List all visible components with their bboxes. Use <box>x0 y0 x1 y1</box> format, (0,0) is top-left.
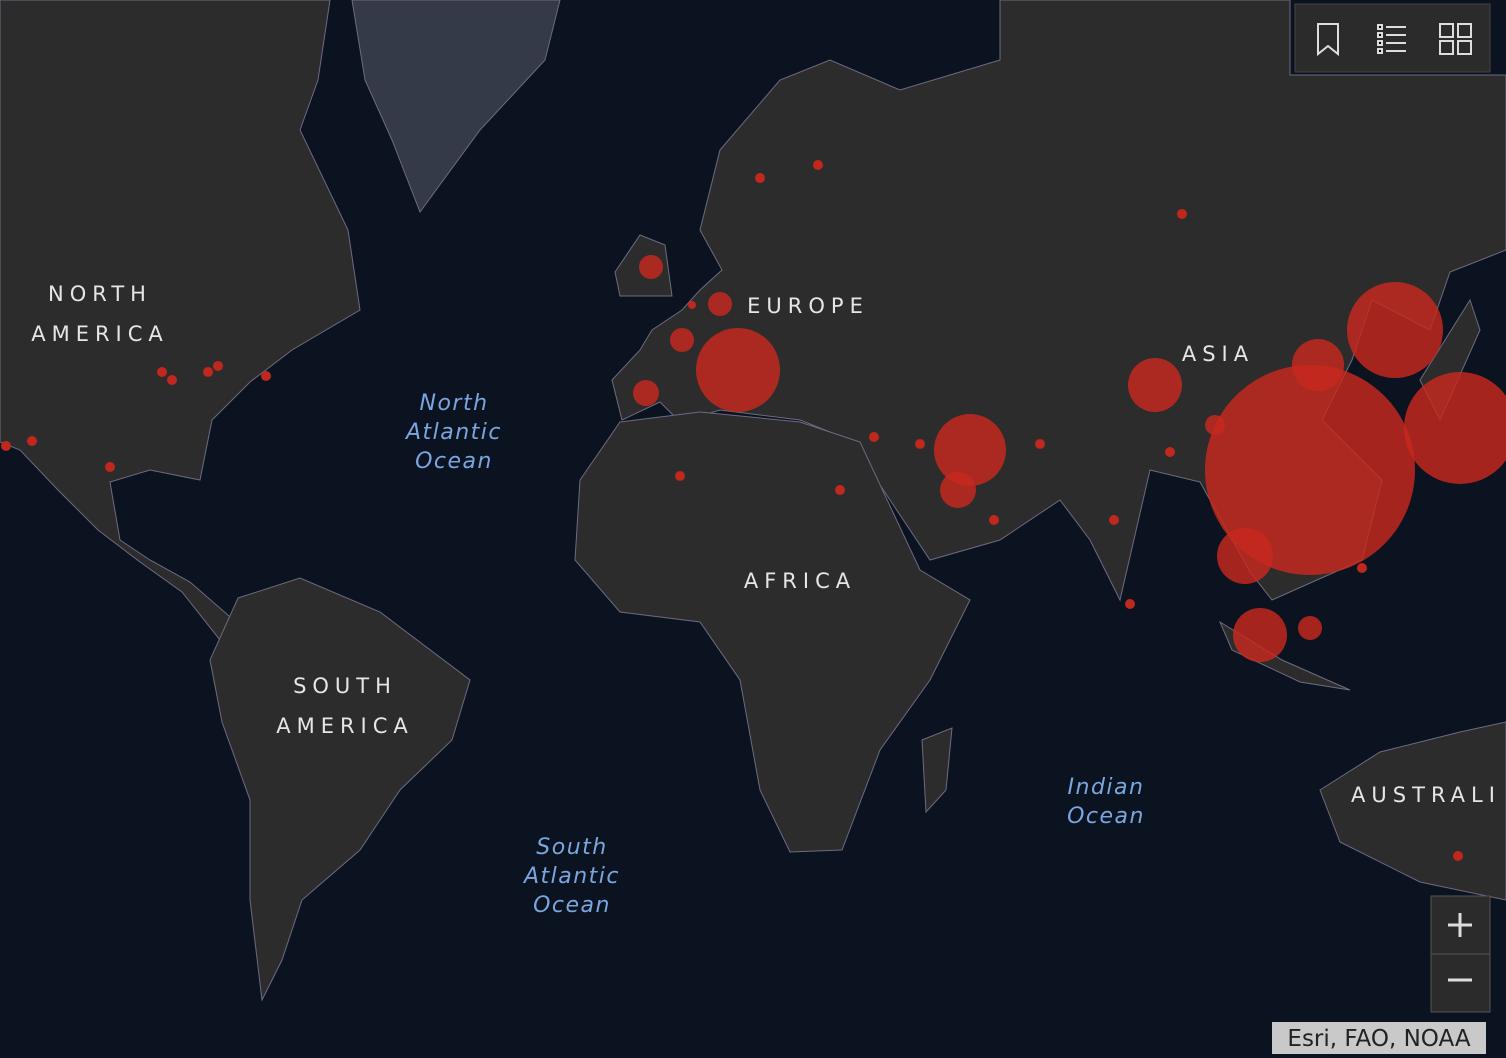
ocean-label: South <box>536 835 607 860</box>
case-circle <box>1205 365 1415 575</box>
ocean-label: Indian <box>1068 775 1145 800</box>
bookmark-button[interactable] <box>1317 23 1339 57</box>
continent-label: AFRICA <box>744 569 856 593</box>
case-circle <box>670 328 694 352</box>
attribution: Esri, FAO, NOAA <box>1287 1026 1470 1052</box>
case-circle <box>1292 339 1344 391</box>
case-circle <box>639 255 663 279</box>
continent-label: NORTH <box>48 282 152 306</box>
zoom-control <box>1430 895 1491 1013</box>
toolbar <box>1294 3 1491 73</box>
continent-label: ASIA <box>1182 342 1254 366</box>
case-circle <box>708 292 732 316</box>
legend-button[interactable] <box>1377 24 1406 54</box>
ocean-label: North <box>419 391 488 416</box>
ocean-label: Ocean <box>533 893 611 918</box>
africa <box>574 411 971 853</box>
case-circles <box>1 160 1506 861</box>
case-circle <box>940 472 976 508</box>
ocean-label: Ocean <box>415 449 493 474</box>
ocean-labels: North Atlantic Ocean South Atlantic Ocean Indi… <box>404 391 1145 918</box>
case-circle <box>1128 358 1182 412</box>
case-circle <box>633 380 659 406</box>
case-circle <box>1347 282 1443 378</box>
continent-label: AMERICA <box>276 714 414 738</box>
north-america <box>0 0 361 641</box>
case-circle <box>934 414 1006 486</box>
continent-label: AMERICA <box>31 322 169 346</box>
greenland <box>351 0 561 214</box>
basemap-button[interactable] <box>1439 23 1472 55</box>
case-circle <box>1298 616 1322 640</box>
continent-label: AUSTRALI <box>1351 783 1501 807</box>
attribution-box <box>1272 1022 1486 1054</box>
continent-labels: NORTH AMERICA EUROPE ASIA AFRICA SOUTH AMERICA… <box>31 282 1501 807</box>
south-america <box>209 577 471 1002</box>
continent-label: SOUTH <box>293 674 397 698</box>
case-circle <box>1404 372 1506 484</box>
ocean-label: Atlantic <box>404 420 502 445</box>
case-circle <box>1205 415 1225 435</box>
ocean-label: Ocean <box>1067 804 1145 829</box>
case-circle <box>696 328 780 412</box>
case-circle <box>1217 528 1273 584</box>
ocean-label: Atlantic <box>522 864 620 889</box>
madagascar <box>921 727 953 814</box>
zoom-in-button[interactable] <box>1448 913 1472 937</box>
case-circle <box>1233 608 1287 662</box>
continent-label: EUROPE <box>747 294 869 318</box>
